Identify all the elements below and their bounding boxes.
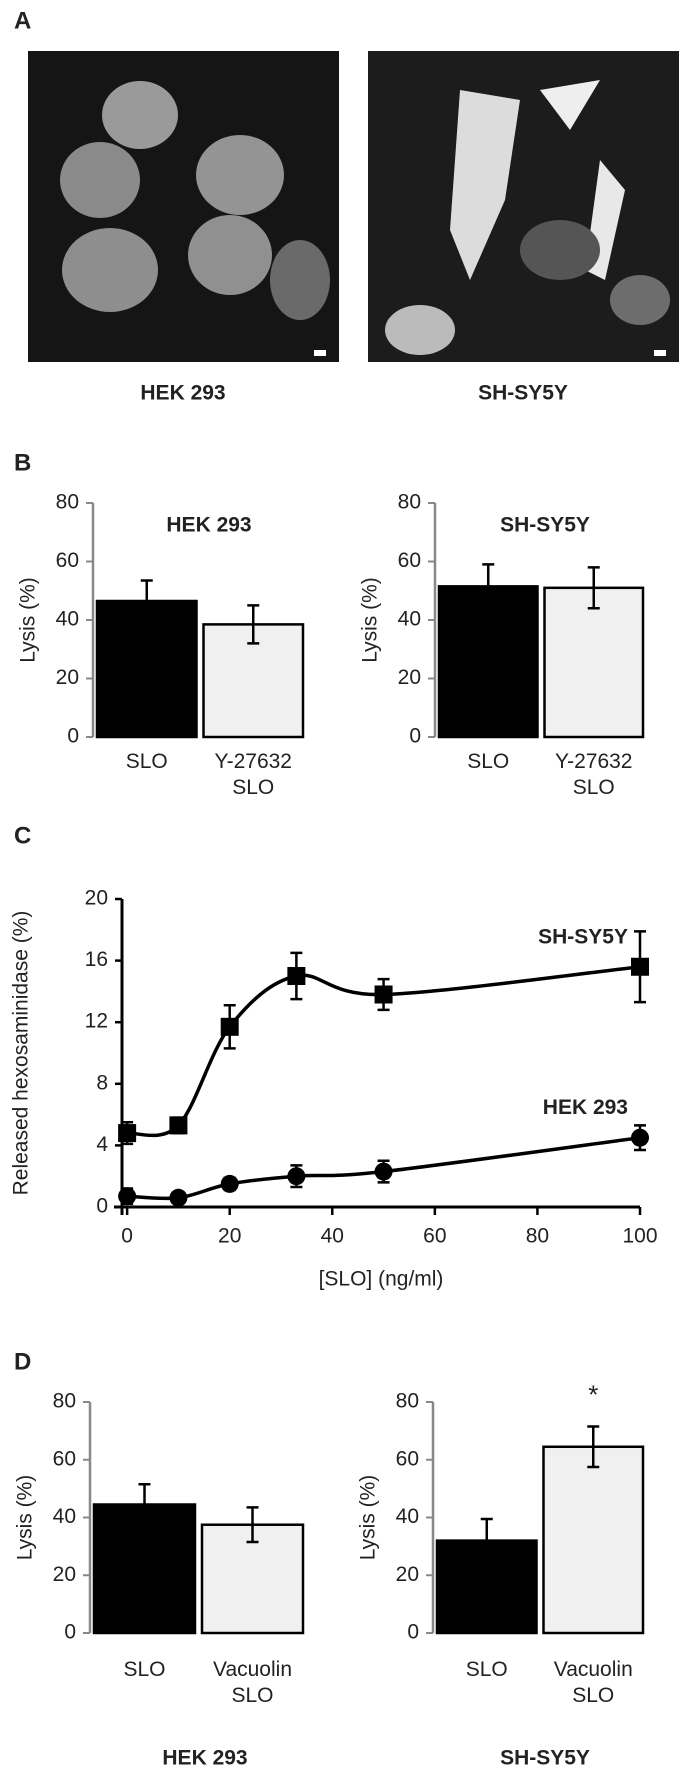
y-tick-label: 20 <box>396 1563 419 1586</box>
marker <box>631 1128 649 1147</box>
panel-letter: B <box>14 449 31 476</box>
marker <box>631 957 649 976</box>
x-tick-label: 60 <box>423 1225 446 1248</box>
marker <box>169 1116 188 1135</box>
y-tick-label: 0 <box>96 1195 108 1218</box>
x-tick-label: Vacuolin SLO <box>553 1658 633 1707</box>
annotation: * <box>588 1379 598 1409</box>
series-label: HEK 293 <box>543 1096 628 1119</box>
marker <box>287 1167 306 1186</box>
y-tick-label: 60 <box>56 549 79 572</box>
x-tick-label: 20 <box>218 1225 241 1248</box>
series-label: SH-SY5Y <box>538 925 628 948</box>
y-tick-label: 40 <box>396 1505 419 1528</box>
x-axis-label: [SLO] (ng/ml) <box>319 1268 444 1291</box>
x-tick-label: 80 <box>526 1225 549 1248</box>
x-tick-label: 0 <box>121 1225 133 1248</box>
marker <box>169 1188 188 1207</box>
error-bar <box>138 1483 151 1526</box>
y-tick-label: 40 <box>398 608 421 631</box>
y-axis-label: Lysis (%) <box>357 1475 380 1561</box>
bar <box>543 586 645 739</box>
y-tick-label: 60 <box>396 1447 419 1470</box>
y-tick-label: 40 <box>53 1505 76 1528</box>
panel-letter: C <box>14 822 31 849</box>
error-bar <box>482 563 495 610</box>
error-bar <box>247 604 260 645</box>
x-tick-label: SLO <box>465 1658 508 1681</box>
y-tick-label: 0 <box>67 725 79 748</box>
bar <box>95 599 198 739</box>
y-axis-label: Released hexosaminidase (%) <box>10 911 33 1196</box>
x-tick-label: Vacuolin SLO <box>213 1658 292 1707</box>
y-tick-label: 20 <box>56 666 79 689</box>
chart-title: HEK 293 <box>166 514 251 537</box>
y-tick-label: 8 <box>96 1071 108 1094</box>
x-tick-label: SLO <box>125 750 168 773</box>
y-tick-label: 60 <box>53 1447 76 1470</box>
panel-letter: A <box>14 7 31 34</box>
y-tick-label: 0 <box>407 1621 419 1644</box>
y-tick-label: 80 <box>56 491 79 514</box>
y-axis-label: Lysis (%) <box>359 577 382 663</box>
x-tick-label: 100 <box>622 1225 657 1248</box>
x-tick-label: Y-27632 SLO <box>214 750 292 799</box>
marker <box>374 1162 393 1181</box>
chart-title: SH-SY5Y <box>500 1747 590 1770</box>
micrograph <box>28 51 339 362</box>
y-tick-label: 80 <box>53 1390 76 1413</box>
error-bar <box>587 566 600 610</box>
marker <box>220 1174 239 1193</box>
y-tick-label: 80 <box>398 491 421 514</box>
marker <box>374 985 393 1004</box>
image-caption: SH-SY5Y <box>478 382 568 405</box>
y-tick-label: 60 <box>398 549 421 572</box>
y-tick-label: 0 <box>409 725 421 748</box>
marker <box>118 1187 137 1206</box>
marker <box>220 1017 239 1036</box>
bar <box>542 1445 645 1635</box>
error-bar <box>480 1517 493 1564</box>
y-tick-label: 12 <box>85 1010 108 1033</box>
y-tick-label: 20 <box>53 1563 76 1586</box>
error-bar <box>140 579 153 623</box>
marker <box>287 967 306 985</box>
micrograph <box>368 51 679 362</box>
marker <box>118 1124 137 1143</box>
panel-letter: D <box>14 1348 31 1375</box>
y-tick-label: 20 <box>85 887 108 910</box>
error-bar <box>587 1425 600 1469</box>
y-tick-label: 4 <box>96 1133 108 1156</box>
x-tick-label: Y-27632 SLO <box>555 750 633 799</box>
x-tick-label: SLO <box>467 750 510 773</box>
chart-title: HEK 293 <box>162 1747 247 1770</box>
y-axis-label: Lysis (%) <box>14 1475 37 1561</box>
x-tick-label: 40 <box>321 1225 344 1248</box>
y-tick-label: 20 <box>398 666 421 689</box>
y-tick-label: 80 <box>396 1390 419 1413</box>
error-bar <box>246 1506 259 1544</box>
y-tick-label: 40 <box>56 608 79 631</box>
image-caption: HEK 293 <box>140 382 225 405</box>
y-tick-label: 16 <box>85 948 108 971</box>
chart-title: SH-SY5Y <box>500 514 590 537</box>
y-axis-label: Lysis (%) <box>17 577 40 663</box>
x-tick-label: SLO <box>123 1658 166 1681</box>
y-tick-label: 0 <box>64 1621 76 1644</box>
